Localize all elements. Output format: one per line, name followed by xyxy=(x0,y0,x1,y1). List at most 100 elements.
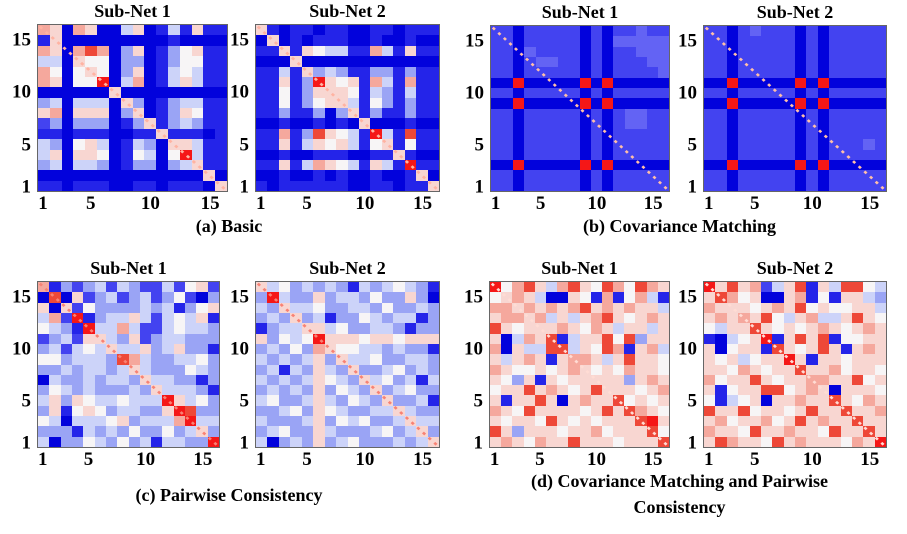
heatmap-cell xyxy=(590,395,602,406)
heatmap-cell xyxy=(117,323,129,334)
heatmap-cell xyxy=(817,416,830,427)
heatmap-cell xyxy=(267,180,279,191)
heatmap-cell xyxy=(749,292,761,303)
heatmap-cell xyxy=(173,364,186,375)
heatmap-cell xyxy=(215,87,227,98)
heatmap-cell xyxy=(568,46,580,57)
heatmap-cell xyxy=(167,97,180,108)
heatmap-cell xyxy=(301,323,314,334)
heatmap-cell xyxy=(290,374,302,386)
heatmap-cell xyxy=(726,364,739,375)
heatmap-cell xyxy=(427,312,439,324)
heatmap-cell xyxy=(416,180,428,191)
heatmap-cell xyxy=(657,36,669,47)
heatmap-cell xyxy=(71,416,84,427)
heatmap-cell xyxy=(278,395,291,406)
heatmap-cell xyxy=(267,97,279,108)
heatmap-cell xyxy=(336,35,348,46)
heatmap-cell xyxy=(393,395,405,406)
heatmap-cell xyxy=(557,292,569,303)
heatmap-cell xyxy=(749,26,761,37)
heatmap-cell xyxy=(874,312,886,324)
heatmap-cell xyxy=(290,76,302,88)
heatmap-cell xyxy=(863,56,875,68)
heatmap-cell xyxy=(60,385,72,396)
heatmap-cell xyxy=(207,364,219,375)
heatmap-cell xyxy=(591,129,603,140)
heatmap-cell xyxy=(120,108,133,119)
heatmap-cell xyxy=(874,364,886,375)
heatmap-cell xyxy=(624,108,636,119)
heatmap-cell xyxy=(829,416,841,427)
heatmap-cell xyxy=(523,426,535,437)
heatmap-cell xyxy=(347,436,359,447)
heatmap-cell xyxy=(256,333,268,344)
heatmap-cell xyxy=(646,395,658,406)
heatmap-cell xyxy=(61,56,74,67)
heatmap-cell xyxy=(336,180,348,191)
heatmap-cell xyxy=(336,312,348,324)
heatmap-cell xyxy=(635,405,647,417)
heatmap-cell xyxy=(97,128,109,140)
heatmap-cell xyxy=(301,118,314,129)
heatmap-cell xyxy=(301,25,314,36)
heatmap-cell xyxy=(840,160,852,171)
heatmap-cell xyxy=(635,385,647,396)
heatmap-cell xyxy=(49,416,61,427)
heatmap-cell xyxy=(416,25,428,36)
heatmap-cell xyxy=(128,405,140,417)
heatmap-cell xyxy=(256,436,268,447)
heatmap-cell xyxy=(863,416,875,427)
heatmap-cell xyxy=(108,45,121,57)
heatmap-cell xyxy=(829,160,841,171)
heatmap-cell xyxy=(523,333,535,344)
y-tick-label: 15 xyxy=(12,29,31,51)
heatmap-cell xyxy=(524,170,536,181)
heatmap-cell xyxy=(726,77,739,88)
heatmap-cell xyxy=(324,170,337,181)
heatmap-cell xyxy=(393,97,405,108)
heatmap-cell xyxy=(267,170,279,181)
heatmap-cell xyxy=(393,159,405,171)
y-tick-label: 5 xyxy=(474,134,485,156)
heatmap-cell xyxy=(179,108,192,119)
heatmap-cell xyxy=(49,108,62,119)
heatmap-cell xyxy=(73,108,86,119)
heatmap-cell xyxy=(290,302,302,313)
heatmap-cell xyxy=(370,282,382,293)
heatmap-cell xyxy=(851,67,864,78)
heatmap-cell xyxy=(215,180,227,191)
heatmap-cell xyxy=(635,87,647,99)
heatmap-cell xyxy=(726,343,739,355)
heatmap-cell xyxy=(256,139,268,150)
heatmap-cell xyxy=(513,149,525,161)
heatmap-cell xyxy=(203,66,216,77)
heatmap-cell xyxy=(557,36,569,47)
heatmap-cell xyxy=(71,364,84,375)
heatmap-cell xyxy=(256,416,268,427)
heatmap-cell xyxy=(347,395,359,406)
heatmap-cell xyxy=(590,436,602,447)
heatmap-cell xyxy=(534,292,546,303)
heatmap-cell xyxy=(404,25,417,36)
heatmap-cell xyxy=(874,139,886,150)
heatmap-cell xyxy=(97,66,109,77)
heatmap-cell xyxy=(760,149,773,161)
heatmap-cell xyxy=(738,302,750,313)
heatmap-cell xyxy=(404,333,417,344)
heatmap-cell xyxy=(568,139,580,150)
heatmap-cell xyxy=(829,149,841,161)
heatmap-cell xyxy=(579,354,591,365)
heatmap-cell xyxy=(117,333,129,344)
heatmap-cell xyxy=(162,302,174,313)
heatmap-cell xyxy=(416,87,428,98)
heatmap-cell xyxy=(132,108,145,119)
heatmap-cell xyxy=(117,343,129,355)
heatmap-cell xyxy=(590,323,602,334)
heatmap-cell xyxy=(657,98,669,109)
heatmap-cell xyxy=(370,87,382,98)
heatmap-cell xyxy=(207,343,219,355)
heatmap-cell xyxy=(215,35,227,46)
heatmap-cell xyxy=(324,302,337,313)
heatmap-cell xyxy=(301,35,314,46)
